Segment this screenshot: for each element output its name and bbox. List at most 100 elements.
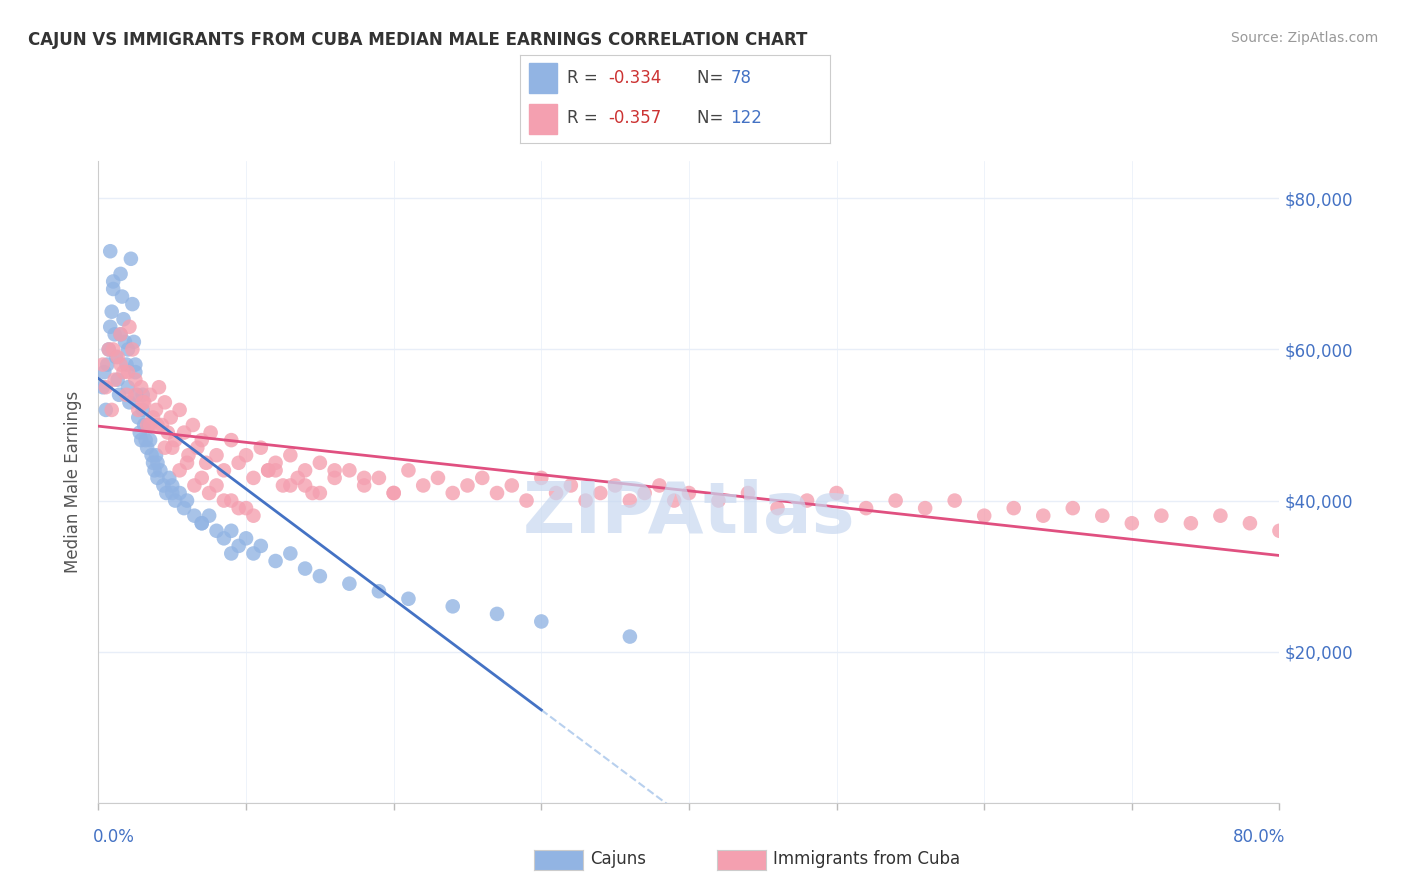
Point: [125, 388, 148, 402]
Point: [198, 508, 221, 523]
Y-axis label: Median Male Earnings: Median Male Earnings: [65, 391, 83, 573]
Point: [139, 417, 162, 432]
Point: [148, 380, 170, 394]
Point: [278, 448, 302, 462]
Point: [173, 425, 195, 440]
Point: [110, 358, 132, 372]
Point: [501, 478, 523, 492]
Point: [250, 441, 273, 455]
Point: [396, 591, 419, 606]
Point: [104, 373, 127, 387]
Point: [574, 493, 596, 508]
Point: [165, 433, 187, 447]
Point: [121, 343, 143, 357]
Point: [368, 584, 391, 599]
Point: [159, 410, 181, 425]
Point: [516, 493, 538, 508]
Point: [124, 358, 146, 372]
Point: [156, 425, 179, 440]
Point: [98, 319, 121, 334]
Point: [183, 508, 205, 523]
Point: [278, 546, 302, 560]
Point: [177, 448, 200, 462]
Point: [100, 304, 122, 318]
Point: [228, 501, 250, 516]
Text: CAJUN VS IMMIGRANTS FROM CUBA MEDIAN MALE EARNINGS CORRELATION CHART: CAJUN VS IMMIGRANTS FROM CUBA MEDIAN MAL…: [28, 31, 807, 49]
Point: [796, 493, 818, 508]
Point: [162, 486, 183, 500]
Point: [181, 417, 204, 432]
Point: [114, 334, 136, 349]
Point: [139, 433, 162, 447]
Point: [150, 417, 173, 432]
Point: [228, 456, 250, 470]
Point: [221, 493, 243, 508]
Point: [107, 373, 129, 387]
Point: [93, 365, 115, 379]
Point: [235, 532, 257, 546]
Point: [1150, 508, 1173, 523]
Point: [132, 403, 155, 417]
Point: [97, 343, 120, 357]
Point: [153, 441, 176, 455]
Point: [129, 380, 152, 394]
Point: [115, 358, 138, 372]
Bar: [530, 104, 557, 134]
Point: [134, 417, 156, 432]
Point: [103, 275, 125, 289]
Point: [943, 493, 966, 508]
Point: [176, 456, 198, 470]
Point: [94, 380, 117, 394]
Point: [118, 319, 141, 334]
Point: [648, 478, 671, 492]
Point: [112, 365, 135, 379]
Point: [205, 524, 228, 538]
Point: [1180, 516, 1202, 531]
Point: [110, 327, 132, 342]
Point: [173, 501, 195, 516]
Point: [294, 561, 316, 575]
Point: [105, 350, 128, 364]
Point: [264, 554, 287, 568]
Point: [107, 350, 129, 364]
Point: [200, 425, 222, 440]
Point: [152, 478, 174, 492]
Point: [127, 410, 149, 425]
Point: [633, 486, 655, 500]
Point: [589, 486, 612, 500]
Point: [143, 463, 166, 477]
Point: [96, 358, 118, 372]
Point: [619, 493, 641, 508]
Point: [264, 463, 287, 477]
Point: [142, 410, 165, 425]
Text: -0.334: -0.334: [609, 69, 662, 87]
Point: [382, 486, 405, 500]
Point: [257, 463, 280, 477]
Point: [619, 630, 641, 644]
Point: [221, 433, 243, 447]
Point: [486, 607, 509, 621]
Point: [441, 599, 464, 614]
Text: N=: N=: [696, 69, 728, 87]
Point: [914, 501, 936, 516]
Point: [486, 486, 509, 500]
Text: -0.357: -0.357: [609, 109, 662, 127]
Point: [1268, 524, 1291, 538]
Point: [678, 486, 700, 500]
Point: [257, 463, 280, 477]
Point: [134, 395, 156, 409]
Text: Immigrants from Cuba: Immigrants from Cuba: [773, 850, 960, 868]
Point: [212, 463, 235, 477]
Point: [104, 327, 127, 342]
Text: R =: R =: [567, 69, 603, 87]
Point: [110, 327, 132, 342]
Point: [153, 395, 176, 409]
Point: [191, 516, 214, 531]
Point: [132, 395, 155, 409]
Point: [135, 433, 157, 447]
Point: [183, 478, 205, 492]
Point: [146, 471, 169, 485]
Point: [427, 471, 450, 485]
Point: [205, 448, 228, 462]
Point: [323, 463, 346, 477]
